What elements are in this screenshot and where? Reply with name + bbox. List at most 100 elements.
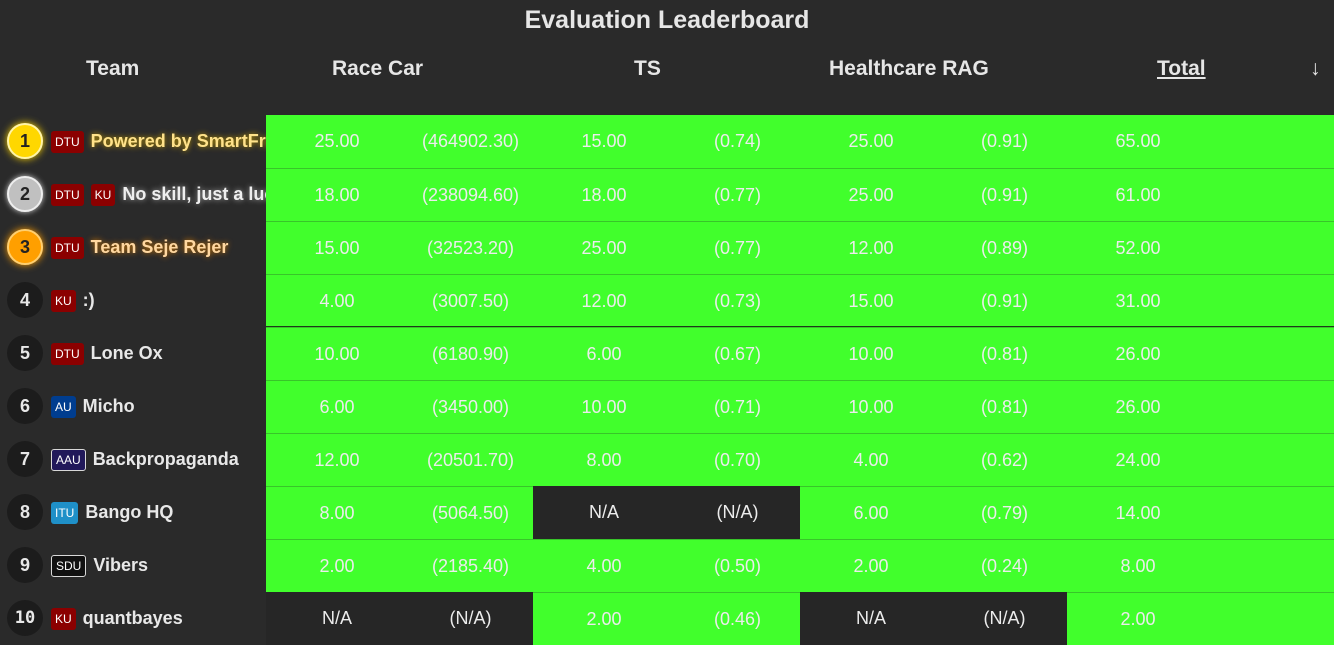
row-background (1209, 539, 1334, 592)
sort-descending-icon[interactable]: ↓ (1310, 57, 1321, 80)
cell-rag-score: 4.00 (800, 433, 942, 486)
column-header-total[interactable]: Total (1157, 57, 1206, 80)
table-row[interactable]: 3 DTU Team Seje Rejer 15.00 (32523.20) 25.00(… (0, 221, 1334, 274)
rank-badge: 8 (7, 494, 43, 530)
page-title: Evaluation Leaderboard (524, 6, 810, 34)
cell-ts-raw: (0.67) (675, 327, 800, 380)
cell-race-score: 6.00 (266, 380, 408, 433)
team-cell: KU:) (51, 274, 266, 327)
cell-ts-raw: (0.71) (675, 380, 800, 433)
cell-rag-raw: (N/A) (942, 592, 1067, 645)
team-name: No skill, just a luck (122, 184, 266, 204)
column-header-ts[interactable]: TS (634, 57, 661, 80)
row-background (1209, 168, 1334, 221)
team-name: quantbayes (82, 608, 183, 628)
team-cell: AU Micho (51, 380, 266, 433)
cell-total: 8.00 (1067, 539, 1209, 592)
cell-race-score: N/A (266, 592, 408, 645)
row-background (1209, 592, 1334, 645)
cell-race-raw: (5064.50) (408, 486, 533, 539)
rank-badge: 4 (7, 282, 43, 318)
cell-rag-raw: (0.91) (942, 168, 1067, 221)
rank-badge: 10 (7, 600, 43, 636)
team-cell: AAU Backpropaganda (51, 433, 266, 486)
team-name: :) (82, 290, 95, 310)
table-row[interactable]: 5 DTU Lone Ox 10.00 (6180.90) 6.00 (0.67) 10.00… (0, 327, 1334, 380)
university-badge: DTU (51, 342, 84, 365)
cell-race-score: 25.00 (266, 115, 408, 168)
university-badge: DTU (51, 236, 84, 259)
row-background (1209, 380, 1334, 433)
cell-ts-raw: (N/A) (675, 486, 800, 539)
cell-ts-score: 25.00 (533, 221, 675, 274)
cell-ts-score: N/A (533, 486, 675, 539)
cell-ts-raw: (0.77) (675, 168, 800, 221)
cell-race-raw: (N/A) (408, 592, 533, 645)
team-name: Powered by SmartFrames (90, 131, 266, 151)
university-badge: DTU (51, 130, 84, 153)
university-badge: KU (51, 289, 76, 312)
cell-race-raw: (238094.60) (408, 168, 533, 221)
cell-ts-raw: (0.74) (675, 115, 800, 168)
cell-race-raw: (3450.00) (408, 380, 533, 433)
team-cell: DTU KU No skill, just a luck (51, 168, 266, 221)
rank-badge: 1 (7, 123, 43, 159)
cell-rag-score: 6.00 (800, 486, 942, 539)
cell-ts-raw: (0.73) (675, 274, 800, 327)
cell-ts-score: 12.00 (533, 274, 675, 327)
cell-total: 26.00 (1067, 327, 1209, 380)
rank-badge: 9 (7, 547, 43, 583)
university-badge: DTU (51, 183, 84, 206)
rank-badge: 2 (7, 176, 43, 212)
cell-rag-score: 2.00 (800, 539, 942, 592)
rank-badge: 3 (7, 229, 43, 265)
column-header-healthcare-rag[interactable]: Healthcare RAG (829, 57, 989, 80)
cell-rag-raw: (0.91) (942, 115, 1067, 168)
team-cell: DTU Team Seje Rejer (51, 221, 266, 274)
cell-rag-score: 25.00 (800, 168, 942, 221)
cell-race-raw: (32523.20) (408, 221, 533, 274)
column-header-team[interactable]: Team (86, 57, 140, 80)
team-name: Backpropaganda (92, 449, 239, 469)
team-name: Micho (82, 396, 135, 416)
cell-ts-score: 6.00 (533, 327, 675, 380)
cell-ts-raw: (0.77) (675, 221, 800, 274)
cell-total: 61.00 (1067, 168, 1209, 221)
rank-badge: 7 (7, 441, 43, 477)
row-background (1209, 327, 1334, 380)
cell-rag-score: 12.00 (800, 221, 942, 274)
table-row[interactable]: 10 KU quantbayes N/A (N/A) 2.00 (0.46) N/A (N/A)… (0, 592, 1334, 645)
row-background (1209, 221, 1334, 274)
cell-total: 24.00 (1067, 433, 1209, 486)
table-row[interactable]: 9 SDU Vibers 2.00 (2185.40) 4.00 (0.50) 2.00 (0.… (0, 539, 1334, 592)
cell-race-score: 4.00 (266, 274, 408, 327)
cell-rag-score: 10.00 (800, 327, 942, 380)
cell-rag-raw: (0.62) (942, 433, 1067, 486)
cell-total: 52.00 (1067, 221, 1209, 274)
team-cell: DTU Lone Ox (51, 327, 266, 380)
team-name: Vibers (93, 555, 149, 575)
university-badge: ITU (51, 501, 79, 524)
table-row[interactable]: 8 ITU Bango HQ 8.00 (5064.50) N/A (N/A) 6.00 (0.… (0, 486, 1334, 539)
table-row[interactable]: 6 AU Micho 6.00 (3450.00) 10.00 (0.71) 10.00 (0.… (0, 380, 1334, 433)
cell-race-score: 12.00 (266, 433, 408, 486)
table-row[interactable]: 4 KU:) 4.00 (3007.50) 12.00 (0.73) 15.00 (0.91)… (0, 274, 1334, 327)
team-name: Team Seje Rejer (90, 237, 229, 257)
cell-rag-score: 15.00 (800, 274, 942, 327)
team-name: Lone Ox (90, 343, 163, 363)
row-background (1209, 115, 1334, 168)
row-background (1209, 274, 1334, 327)
university-badge: AAU (51, 448, 86, 471)
cell-total: 65.00 (1067, 115, 1209, 168)
team-cell: DTU Powered by SmartFrames (51, 115, 266, 168)
table-row[interactable]: 7 AAU Backpropaganda 12.00 (20501.70) 8.00 (0.… (0, 433, 1334, 486)
row-background (1209, 433, 1334, 486)
rank-badge: 6 (7, 388, 43, 424)
cell-race-raw: (2185.40) (408, 539, 533, 592)
cell-rag-raw: (0.89) (942, 221, 1067, 274)
column-header-race-car[interactable]: Race Car (332, 57, 424, 80)
cell-total: 2.00 (1067, 592, 1209, 645)
